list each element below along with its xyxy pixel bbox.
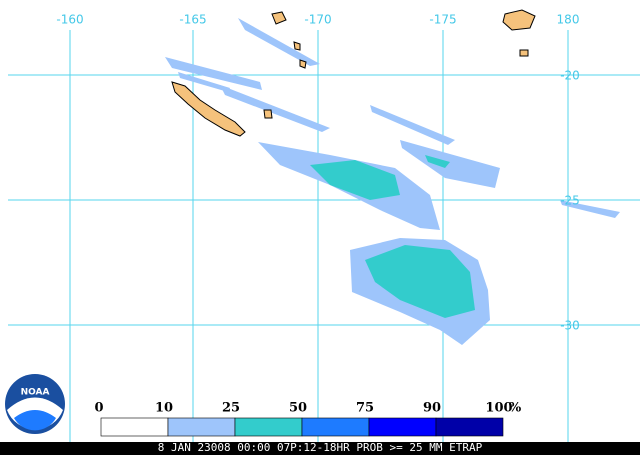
lat-label: -20 xyxy=(560,69,580,83)
footer-bar xyxy=(0,442,640,455)
color-swatch xyxy=(234,417,303,437)
color-swatch xyxy=(167,417,236,437)
geo-labels: -160 -165 -170 -175 180 -20 -25 -30 xyxy=(56,13,579,333)
legend-label: 10 xyxy=(155,401,173,416)
precip-areas xyxy=(165,18,620,345)
lat-label: -25 xyxy=(560,194,580,208)
legend-label: 75 xyxy=(356,401,374,416)
legend: 0 10 25 50 75 90 100% xyxy=(94,401,522,437)
color-swatch xyxy=(368,417,437,437)
legend-label: 100 xyxy=(485,401,512,416)
lon-label: -165 xyxy=(179,13,206,27)
legend-unit: % xyxy=(509,401,522,416)
legend-label: 50 xyxy=(289,401,307,416)
lat-label: -30 xyxy=(560,319,580,333)
legend-label: 90 xyxy=(423,401,441,416)
color-swatch xyxy=(435,417,504,437)
lon-label: -160 xyxy=(56,13,83,27)
legend-label: 25 xyxy=(222,401,240,416)
noaa-logo: NOAA xyxy=(5,374,65,434)
logo-text: NOAA xyxy=(21,388,50,398)
color-swatch xyxy=(301,417,370,437)
legend-label: 0 xyxy=(94,401,103,416)
lon-label: -170 xyxy=(304,13,331,27)
lon-label: -175 xyxy=(429,13,456,27)
lon-label: 180 xyxy=(557,13,580,27)
footer-text: 8 JAN 23008 00:00 07P:12-18HR PROB >= 25… xyxy=(158,441,483,454)
land xyxy=(171,9,536,137)
color-swatch xyxy=(100,417,169,437)
